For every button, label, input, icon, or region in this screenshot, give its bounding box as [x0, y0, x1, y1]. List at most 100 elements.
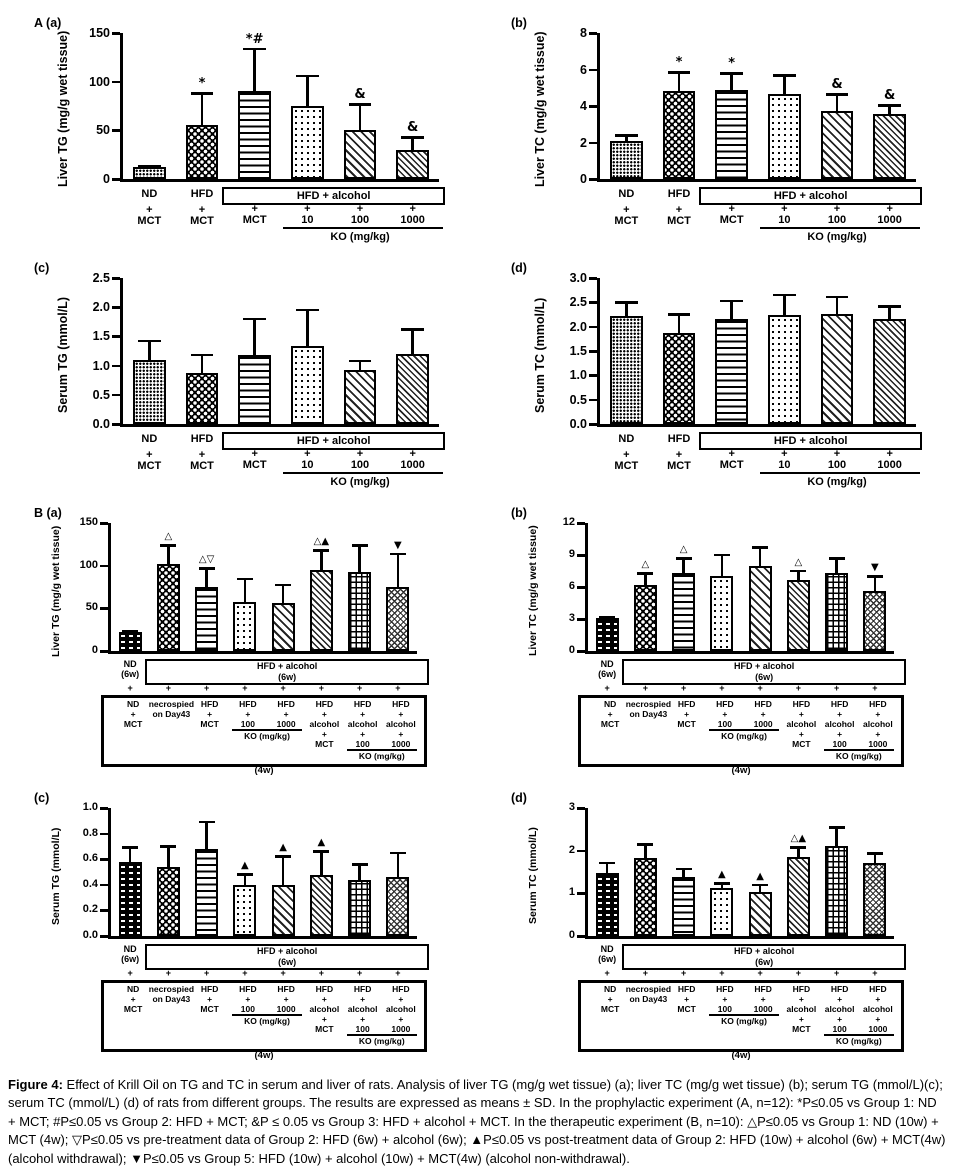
group-label: on Day43: [152, 994, 191, 1004]
chart-area-B-a: Liver TG (mg/g wet tissue) 0 50 100 150 △ △▽ △▲…: [50, 516, 477, 659]
error-bar-stem: [358, 544, 361, 573]
chart-panel-B-b: (b) Liver TC (mg/g wet tissue) 0 3 6 9 12 △ △ △ ▼ N…: [477, 496, 954, 781]
y-tick-label: 9: [568, 548, 575, 560]
group-label: alcohol: [824, 1004, 855, 1014]
y-tick-mark: [100, 807, 108, 810]
ko-dose-label: KO (mg/kg): [807, 476, 867, 488]
error-bar-stem: [281, 855, 285, 886]
bar: [233, 602, 257, 651]
group-label: alcohol: [786, 1004, 817, 1014]
error-bar-stem: [253, 47, 256, 93]
panel-label-A-a: A (a): [34, 16, 62, 30]
ko-underline: [760, 472, 920, 474]
bar: [185, 125, 219, 179]
panel-label-B-a: B (a): [34, 506, 62, 520]
error-bar-cap: [243, 317, 267, 321]
bar: [238, 91, 271, 179]
bar: [396, 353, 429, 424]
group-label: HFD: [792, 699, 811, 709]
group-label: HFD: [792, 984, 811, 994]
group-label: HFD: [277, 984, 295, 994]
duration-label: (4w): [254, 765, 274, 776]
bar: [786, 856, 810, 936]
ko-dose-label: KO (mg/kg): [835, 751, 882, 761]
error-bar-cap: [599, 861, 616, 865]
group-label: +: [722, 709, 728, 719]
group-label: HFD: [716, 984, 734, 994]
error-bar-cap: [667, 313, 691, 316]
y-tick-mark: [577, 618, 585, 621]
error-bar-cap: [313, 549, 330, 552]
group-label: +: [875, 729, 881, 739]
error-bar-cap: [122, 846, 139, 849]
y-tick-label: 6: [580, 62, 587, 77]
hfd-alcohol-box-line: (6w): [755, 672, 774, 682]
group-label: HFD: [353, 984, 372, 994]
ko-dose-label: KO (mg/kg): [721, 731, 767, 741]
group-label: +: [607, 709, 613, 719]
ko-dose-label: KO (mg/kg): [835, 1036, 882, 1046]
group-label: +: [304, 448, 311, 460]
group-label: +: [781, 448, 788, 460]
group-label: +: [398, 1014, 404, 1024]
hfd-alcohol-box-line: HFD + alcohol: [733, 946, 795, 956]
error-bar-stem: [758, 883, 762, 894]
panel-label-B-c: (c): [34, 791, 50, 805]
plot-area-B-a: △ △▽ △▲ ▼: [108, 523, 417, 654]
y-tick-mark: [589, 423, 597, 426]
y-tick-label: 0.0: [569, 417, 587, 431]
error-bar-cap: [295, 308, 319, 312]
y-tick-label: 2.5: [92, 271, 110, 285]
group-label: HFD: [315, 699, 334, 709]
bar: [633, 584, 657, 651]
bar: [348, 571, 372, 651]
group-label: MCT: [137, 460, 162, 472]
group-label: 100: [827, 214, 847, 226]
plus-sign: +: [203, 968, 210, 978]
chart-panel-A-c: (c) Serum TG (mmol/L) 0.0 0.5 1.0 1.5 2.0 2.5 ND…: [0, 251, 477, 496]
group-label: MCT: [677, 719, 696, 729]
error-bar-cap: [295, 74, 319, 78]
group-label: HFD: [392, 699, 410, 709]
y-tick-mark: [577, 554, 585, 557]
hfd-alcohol-box: HFD + alcohol: [222, 187, 445, 205]
ko-dose-label: KO (mg/kg): [358, 1036, 405, 1046]
y-tick-mark: [100, 909, 108, 912]
y-tick-mark: [112, 364, 120, 368]
y-tick-mark: [577, 650, 585, 653]
group-label: +: [360, 729, 366, 739]
ko-underline: [708, 1014, 780, 1016]
error-bar-stem: [730, 299, 733, 321]
bar: [768, 315, 801, 424]
y-tick-label: 1.0: [82, 801, 98, 813]
error-bar-cap: [675, 557, 692, 560]
group-label: necrospied: [625, 699, 672, 709]
error-bar-stem: [281, 583, 285, 605]
bar: [396, 149, 429, 179]
group-label: +: [251, 448, 258, 460]
plus-sign: +: [719, 683, 725, 693]
panel-label-B-d: (d): [511, 791, 527, 805]
chart-area-B-d: Serum TC (mmol/L) 0 1 2 3 ▲ ▲ △▲: [527, 801, 954, 944]
y-tick-mark: [100, 607, 108, 610]
error-bar-stem: [320, 549, 323, 571]
y-axis-title-A-a: Liver TG (mg/g wet tissue): [56, 30, 70, 187]
treatment-groups-box: ND + MCT necrospied on Day43 HFD + MCT HFD +100 HF…: [101, 695, 427, 767]
plus-sign: +: [719, 968, 725, 978]
group-label: +: [360, 709, 366, 719]
group-label: +: [251, 203, 258, 215]
group-label: MCT: [315, 739, 334, 749]
bar: [610, 315, 643, 424]
plus-sign: +: [242, 968, 248, 978]
bar: [710, 576, 734, 651]
bar: [595, 617, 619, 651]
bar: [118, 632, 142, 651]
chart-panel-A-d: (d) Serum TC (mmol/L) 0.0 0.5 1.0 1.5 2.0 2.5 3.…: [477, 251, 954, 496]
group-label: +: [623, 204, 630, 216]
y-axis-title-B-d: Serum TC (mmol/L): [527, 827, 539, 925]
error-bar-stem: [644, 843, 647, 859]
error-bar-cap: [675, 867, 692, 871]
group-label: +: [875, 1014, 881, 1024]
group-label: HFD: [667, 433, 691, 445]
group-label: (6w): [598, 669, 617, 679]
